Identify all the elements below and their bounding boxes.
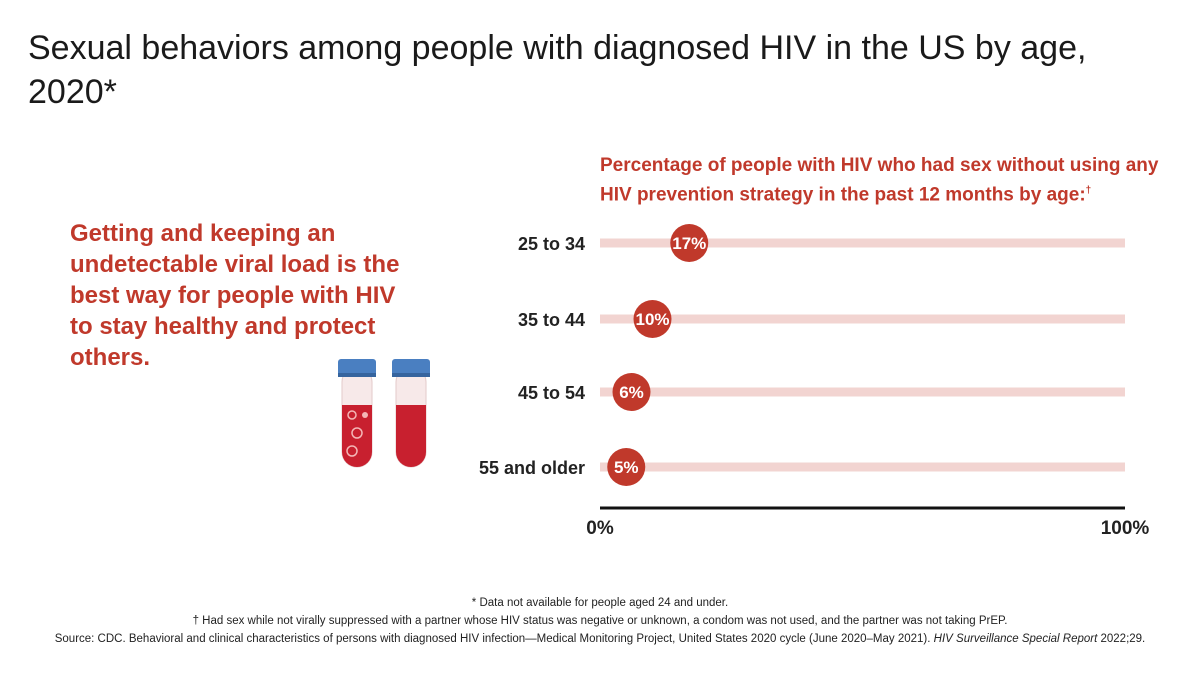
data-point [670,224,709,262]
data-point [607,448,646,486]
test-tubes-icon [330,355,440,480]
x-tick-label: 0% [586,518,614,539]
page-title: Sexual behaviors among people with diagn… [28,29,1087,111]
key-message: Getting and keeping an undetectable vira… [70,220,400,371]
data-point [633,300,672,338]
data-label: 5% [614,458,639,477]
category-label: 45 to 54 [518,383,585,403]
data-label: 6% [619,383,644,402]
chart-title: Percentage of people with HIV who had se… [600,155,1159,206]
dot-bar-chart: 25 to 34 17% 35 to 44 10% 45 to 54 6% 55 and o… [479,224,1150,539]
category-label: 25 to 34 [518,234,585,254]
data-label: 17% [672,234,706,253]
source-citation: Source: CDC. Behavioral and clinical cha… [54,633,1146,645]
footnote-asterisk: * Data not available for people aged 24 … [471,597,729,609]
footnote-dagger: † Had sex while not virally suppressed w… [192,615,1008,627]
footnotes: * Data not available for people aged 24 … [0,594,1200,648]
data-point [612,373,651,411]
category-label: 35 to 44 [518,310,585,330]
data-label: 10% [635,310,669,329]
category-label: 55 and older [479,458,585,478]
x-tick-label: 100% [1101,518,1150,539]
